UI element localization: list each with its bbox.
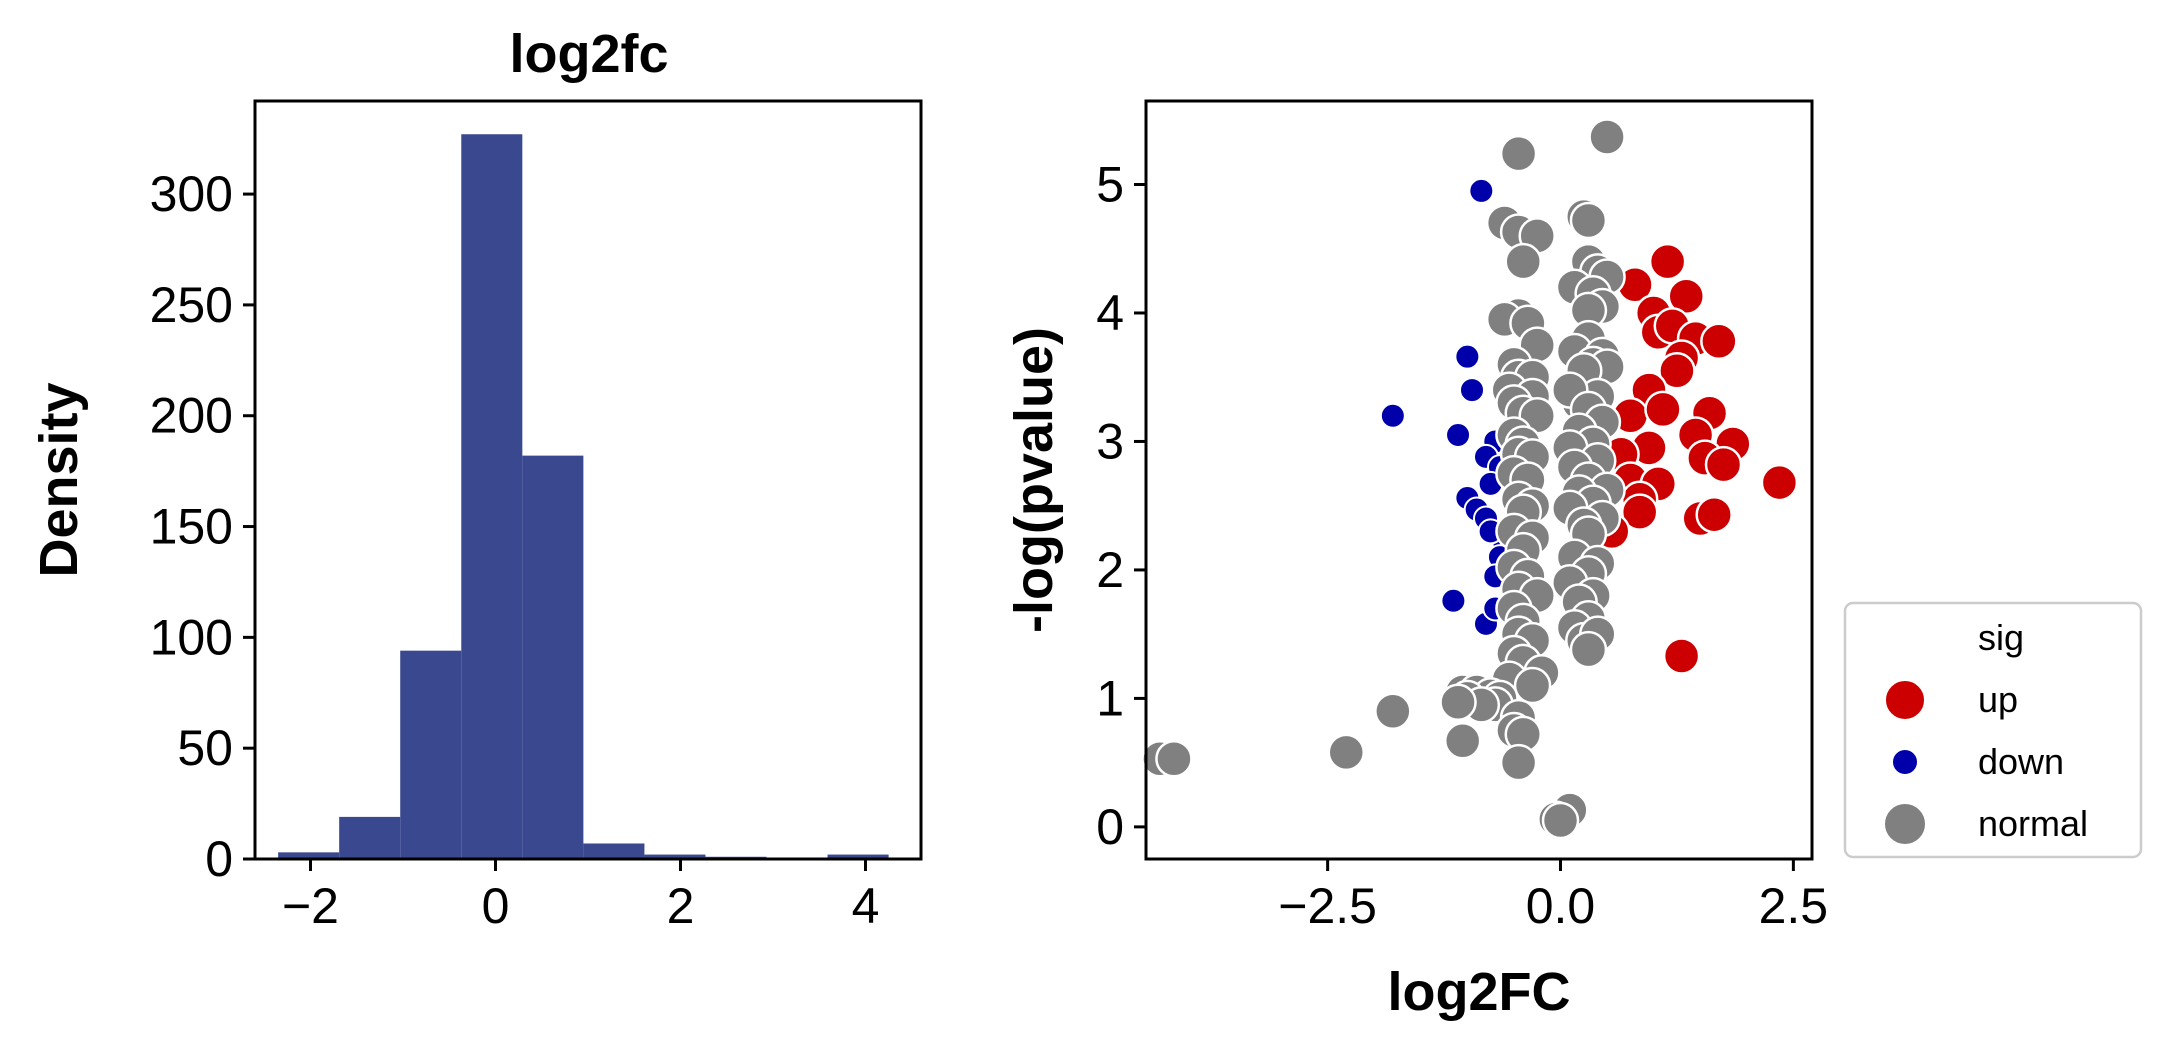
scatter-point-down	[1454, 343, 1481, 370]
x-tick-label: 2	[667, 878, 695, 934]
scatter-y-axis-title: -log(pvalue)	[1004, 327, 1064, 633]
scatter-point-normal	[1499, 134, 1538, 173]
y-tick-label: 1	[1096, 670, 1124, 726]
scatter-point-up	[1704, 445, 1743, 484]
x-tick-label: 4	[852, 878, 880, 934]
histogram-title: log2fc	[509, 24, 668, 84]
scatter-frame	[1144, 99, 1814, 861]
histogram-panel: log2fc −2 0 2 4 0 50 100 150 200 250 300 Density	[29, 24, 923, 934]
scatter-point-up	[1760, 463, 1799, 502]
histogram-bars	[278, 134, 889, 860]
x-tick-label: −2	[282, 878, 339, 934]
scatter-point-down	[1445, 422, 1472, 449]
scatter-point-normal	[1588, 118, 1626, 156]
histogram-bar	[278, 852, 340, 859]
y-tick-label: 2	[1096, 542, 1124, 598]
scatter-point-down	[1459, 377, 1486, 404]
histogram-bar	[461, 134, 523, 860]
scatter-point-down	[1468, 177, 1495, 204]
legend-label-up: up	[1978, 679, 2018, 720]
y-tick-label: 250	[150, 277, 233, 333]
scatter-point-up	[1648, 242, 1687, 281]
x-tick-label: 0	[482, 878, 510, 934]
histogram-bar	[400, 650, 462, 859]
scatter-point-normal	[1155, 740, 1193, 778]
y-tick-label: 50	[177, 720, 233, 776]
histogram-bar	[339, 816, 401, 859]
scatter-point-normal	[1374, 692, 1412, 731]
y-tick-label: 3	[1096, 413, 1124, 469]
scatter-point-normal	[1513, 666, 1552, 705]
y-tick-label: 0	[205, 831, 233, 887]
scatter-point-normal	[1499, 743, 1538, 782]
scatter-point-up	[1700, 322, 1738, 360]
histogram-bar	[644, 854, 706, 859]
scatter-point-normal	[1541, 801, 1580, 840]
scatter-point-up	[1662, 637, 1701, 675]
volcano-scatter-panel: −2.5 0.0 2.5 0 1 2 3 4 5 log2FC -log(pvalue)	[1004, 99, 1828, 1022]
scatter-point-normal	[1443, 722, 1482, 760]
histogram-x-ticks: −2 0 2 4	[282, 859, 879, 934]
legend-marker-up	[1884, 679, 1926, 721]
legend-label-down: down	[1978, 741, 2064, 782]
x-tick-label: 0.0	[1526, 878, 1596, 934]
scatter-points	[1141, 118, 1799, 840]
legend-marker-down	[1891, 748, 1919, 776]
scatter-x-axis-title: log2FC	[1388, 962, 1571, 1022]
y-tick-label: 5	[1096, 157, 1124, 213]
scatter-y-ticks: 0 1 2 3 4 5	[1096, 157, 1146, 855]
y-tick-label: 100	[150, 609, 233, 665]
legend-box	[1843, 601, 2143, 859]
y-tick-label: 150	[150, 499, 233, 555]
x-tick-label: −2.5	[1278, 878, 1377, 934]
histogram-bar	[827, 854, 889, 859]
legend-marker-normal	[1883, 802, 1927, 846]
scatter-point-up	[1644, 390, 1682, 429]
scatter-point-normal	[1327, 733, 1366, 772]
scatter-point-normal	[1504, 242, 1542, 281]
scatter-point-up	[1695, 495, 1733, 534]
scatter-point-down	[1379, 402, 1406, 429]
legend: sig up down normal	[1843, 601, 2143, 859]
histogram-bar	[583, 843, 645, 859]
y-tick-label: 300	[150, 166, 233, 222]
scatter-point-normal	[1569, 201, 1608, 240]
scatter-point-up	[1658, 352, 1696, 390]
legend-entries: up down normal	[1883, 679, 2088, 846]
histogram-bar	[522, 455, 584, 859]
scatter-point-up	[1620, 493, 1659, 531]
histogram-frame	[253, 99, 923, 861]
scatter-point-normal	[1439, 683, 1477, 722]
y-tick-label: 4	[1096, 285, 1124, 341]
legend-label-normal: normal	[1978, 803, 2088, 844]
histogram-y-axis-title: Density	[29, 382, 89, 577]
scatter-x-ticks: −2.5 0.0 2.5	[1278, 859, 1828, 934]
x-tick-label: 2.5	[1759, 878, 1829, 934]
scatter-point-down	[1440, 587, 1467, 614]
legend-title: sig	[1978, 617, 2024, 658]
scatter-point-normal	[1569, 630, 1608, 669]
y-tick-label: 200	[150, 388, 233, 444]
histogram-y-ticks: 0 50 100 150 200 250 300	[150, 166, 255, 887]
y-tick-label: 0	[1096, 799, 1124, 855]
